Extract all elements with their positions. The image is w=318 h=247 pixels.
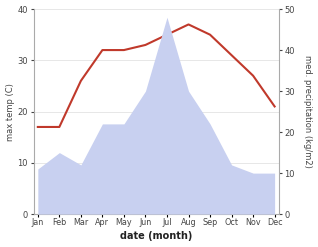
X-axis label: date (month): date (month) — [120, 231, 192, 242]
Y-axis label: max temp (C): max temp (C) — [5, 83, 15, 141]
Y-axis label: med. precipitation (kg/m2): med. precipitation (kg/m2) — [303, 55, 313, 168]
